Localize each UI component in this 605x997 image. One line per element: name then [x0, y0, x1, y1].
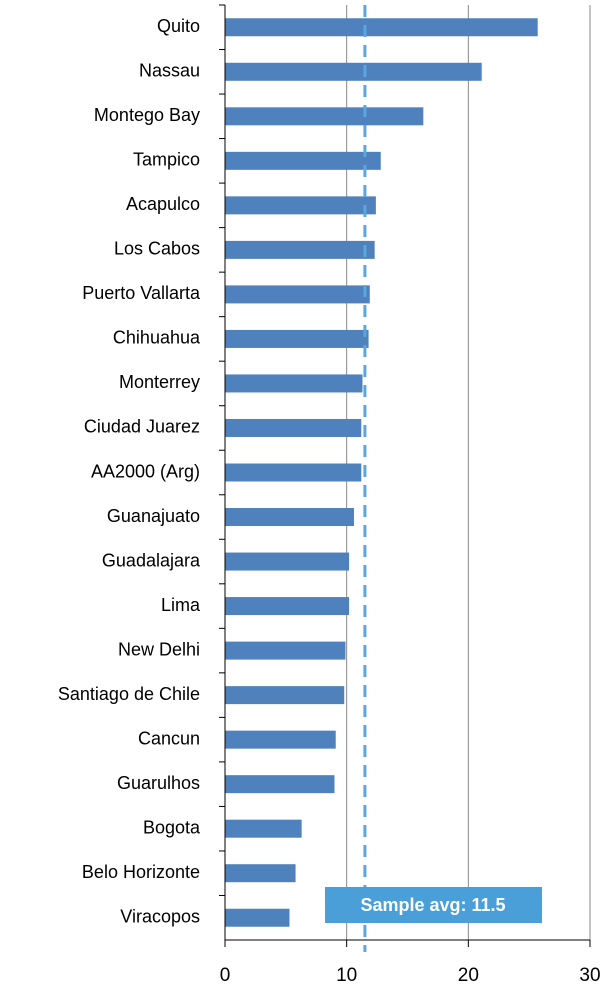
bar [225, 508, 354, 527]
y-tick-label: Puerto Vallarta [82, 283, 201, 303]
y-tick-label: Acapulco [126, 194, 200, 214]
y-tick-label: Santiago de Chile [58, 684, 200, 704]
y-tick-label: Montego Bay [94, 105, 200, 125]
y-tick-label: New Delhi [118, 639, 200, 659]
x-tick-label: 10 [336, 965, 357, 986]
bar [225, 686, 345, 705]
y-tick-label: Guadalajara [102, 550, 201, 570]
annotation-box [325, 887, 542, 923]
x-tick-label: 0 [220, 965, 231, 986]
y-tick-label: Guarulhos [117, 773, 200, 793]
y-tick-label: Belo Horizonte [82, 862, 200, 882]
bar [225, 552, 350, 571]
bar [225, 62, 482, 81]
bar [225, 240, 375, 259]
bar [225, 329, 369, 348]
bar [225, 819, 302, 838]
bar [225, 864, 296, 883]
y-tick-label: Nassau [139, 61, 200, 81]
y-tick-label: Viracopos [120, 906, 200, 926]
y-tick-label: AA2000 (Arg) [91, 461, 200, 481]
bar [225, 908, 290, 927]
bar [225, 641, 346, 660]
y-tick-label: Los Cabos [114, 239, 200, 259]
y-tick-label: Guanajuato [107, 506, 200, 526]
bar [225, 418, 362, 437]
y-tick-label: Tampico [133, 150, 200, 170]
bar [225, 374, 363, 393]
bar [225, 18, 538, 37]
bar [225, 107, 424, 126]
y-tick-label: Quito [157, 16, 200, 36]
annotation: Sample avg: 11.5 [360, 895, 505, 915]
x-tick-label: 30 [579, 965, 600, 986]
y-tick-label: Bogota [143, 817, 201, 837]
bar [225, 285, 370, 304]
x-tick-label: 20 [458, 965, 479, 986]
y-tick-label: Lima [161, 595, 201, 615]
bar [225, 730, 336, 749]
bar [225, 151, 381, 170]
y-tick-label: Chihuahua [113, 328, 201, 348]
bar [225, 597, 350, 616]
bar [225, 196, 376, 215]
y-tick-label: Cancun [138, 728, 200, 748]
bar [225, 463, 362, 482]
bar [225, 775, 335, 794]
y-tick-label: Ciudad Juarez [84, 417, 200, 437]
y-tick-label: Monterrey [119, 372, 200, 392]
